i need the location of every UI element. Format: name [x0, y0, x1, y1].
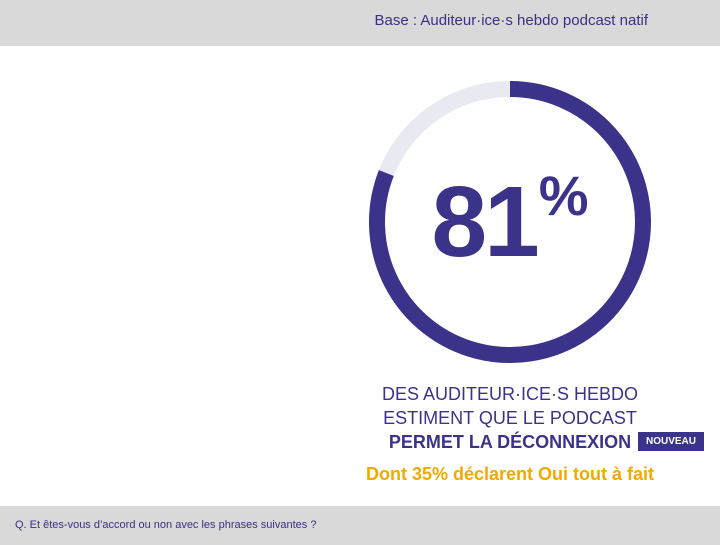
footer-bar: Q. Et êtes-vous d’accord ou non avec les…: [0, 506, 720, 545]
question-text: Q. Et êtes-vous d’accord ou non avec les…: [15, 519, 317, 531]
donut-arc-81: [369, 81, 651, 363]
base-label: Base : Auditeur·ice·s hebdo podcast nati…: [374, 12, 648, 29]
caption-line-1: DES AUDITEUR·ICE·S HEBDO: [381, 384, 639, 404]
caption-line-3: PERMET LA DÉCONNEXION: [388, 432, 632, 452]
donut-svg: [369, 81, 651, 363]
percent-value: 81: [431, 166, 539, 278]
caption: DES AUDITEUR·ICE·S HEBDO ESTIMENT QUE LE…: [360, 382, 660, 454]
new-badge: NOUVEAU: [638, 432, 704, 451]
subtext: Dont 35% déclarent Oui tout à fait: [365, 464, 655, 484]
header-bar: Base : Auditeur·ice·s hebdo podcast nati…: [0, 0, 720, 46]
percent-sign: %: [538, 164, 589, 227]
percent-label: 81 %: [364, 76, 656, 368]
caption-line-2: ESTIMENT QUE LE PODCAST: [383, 408, 637, 428]
donut-chart: 81 %: [364, 76, 656, 368]
